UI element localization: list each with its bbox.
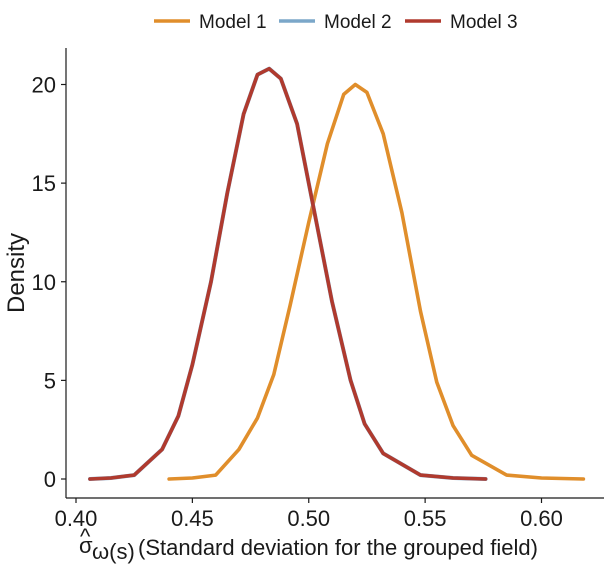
y-axis: 0 5 10 15 20 xyxy=(32,48,67,498)
y-axis-title: Density xyxy=(3,233,30,313)
y-tick-label: 0 xyxy=(44,467,56,492)
legend-label-model-3: Model 3 xyxy=(450,12,518,33)
x-axis-title-hat: ^ xyxy=(80,524,91,549)
x-tick-label: 0.45 xyxy=(171,506,214,531)
series-line-model-2 xyxy=(88,66,488,481)
x-tick-label: 0.50 xyxy=(287,506,330,531)
x-tick-label: 0.40 xyxy=(55,506,98,531)
x-axis-title-description: (Standard deviation for the grouped fiel… xyxy=(138,535,538,560)
series-layer xyxy=(88,66,586,481)
series-line-model-3 xyxy=(88,66,488,481)
x-axis-title: ^ σ ω(s) (Standard deviation for the gro… xyxy=(79,524,538,564)
x-axis: 0.40 0.45 0.50 0.55 0.60 xyxy=(55,497,604,531)
legend-label-model-2: Model 2 xyxy=(324,12,392,33)
legend: Model 1 Model 2 Model 3 xyxy=(154,12,518,33)
x-axis-title-symbol: σ xyxy=(79,533,93,558)
y-tick-label: 20 xyxy=(32,73,56,98)
y-tick-label: 15 xyxy=(32,171,56,196)
y-tick-label: 10 xyxy=(32,270,56,295)
y-tick-label: 5 xyxy=(44,368,56,393)
x-axis-title-subscript: ω(s) xyxy=(92,539,135,564)
x-tick-label: 0.55 xyxy=(404,506,447,531)
x-tick-label: 0.60 xyxy=(520,506,563,531)
legend-label-model-1: Model 1 xyxy=(199,12,267,33)
series-line-model-1 xyxy=(167,82,586,481)
